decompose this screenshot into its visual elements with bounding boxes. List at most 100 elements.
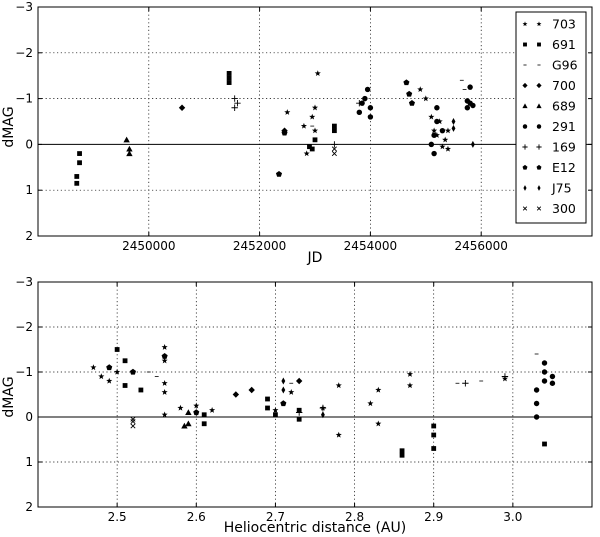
data-point-300 bbox=[130, 416, 136, 422]
data-point-291 bbox=[467, 84, 473, 90]
data-point-691 bbox=[431, 423, 437, 429]
gridlines bbox=[38, 281, 592, 508]
data-point-703 bbox=[161, 344, 168, 350]
plot-frame bbox=[37, 281, 593, 508]
data-point-E12 bbox=[106, 364, 113, 371]
legend-marker-169 bbox=[536, 144, 542, 150]
data-point-169 bbox=[231, 104, 238, 111]
series-689 bbox=[181, 409, 192, 429]
series-J75 bbox=[451, 117, 475, 148]
data-point-291 bbox=[434, 105, 440, 111]
data-point-169 bbox=[295, 409, 303, 416]
series-703 bbox=[90, 344, 508, 438]
data-point-703 bbox=[106, 377, 113, 384]
x-tick-label: 2.6 bbox=[187, 510, 206, 524]
data-point-J75 bbox=[470, 140, 475, 148]
data-point-691 bbox=[201, 421, 207, 427]
data-point-703 bbox=[439, 143, 446, 150]
legend-marker-J75 bbox=[523, 185, 527, 191]
data-point-703 bbox=[311, 127, 319, 134]
data-point-291 bbox=[549, 373, 556, 380]
bottom-panel-heliocentric-distance: Heliocentric distance (AU) dMAG 2.5 2.6 2.… bbox=[1, 275, 593, 536]
data-point-291 bbox=[541, 360, 548, 366]
data-point-689 bbox=[185, 409, 192, 416]
data-point-691 bbox=[331, 123, 337, 129]
data-point-703 bbox=[161, 380, 168, 386]
legend-marker-291 bbox=[536, 124, 542, 129]
data-point-703 bbox=[300, 122, 307, 129]
legend-marker-700 bbox=[522, 82, 528, 89]
legend-label-703: 703 bbox=[552, 17, 576, 32]
data-point-703 bbox=[417, 86, 424, 93]
data-point-700 bbox=[248, 386, 255, 394]
ticks: 2.5 2.6 2.7 2.8 2.9 3.0 −3 −2 −1 0 1 2 bbox=[15, 275, 592, 524]
x-tick-label: 2.9 bbox=[424, 510, 443, 524]
y-tick-label: −3 bbox=[15, 275, 33, 289]
legend-marker-291 bbox=[522, 124, 528, 129]
x-tick-label: 2452000 bbox=[233, 239, 286, 253]
series-J75 bbox=[281, 377, 325, 419]
legend-marker-689 bbox=[522, 103, 528, 109]
data-point-169 bbox=[356, 99, 363, 107]
data-point-J75 bbox=[281, 386, 286, 394]
y-tick-label: 0 bbox=[25, 410, 33, 424]
data-point-291 bbox=[470, 102, 476, 109]
top-y-axis-label: dMAG bbox=[1, 106, 17, 147]
data-point-703 bbox=[431, 127, 438, 134]
series-691 bbox=[114, 347, 547, 458]
x-tick-label: 2456000 bbox=[454, 239, 507, 253]
series-689 bbox=[123, 136, 133, 157]
y-tick-label: 2 bbox=[25, 229, 33, 243]
data-point-E12 bbox=[408, 99, 415, 106]
data-point-691 bbox=[114, 347, 120, 352]
data-point-291 bbox=[533, 387, 540, 393]
data-points bbox=[74, 70, 476, 186]
plot-frame bbox=[37, 6, 593, 237]
x-tick-label: 2.5 bbox=[108, 510, 127, 524]
data-point-703 bbox=[406, 371, 414, 377]
data-point-689 bbox=[123, 136, 130, 143]
data-point-291 bbox=[356, 109, 363, 116]
data-point-703 bbox=[161, 411, 168, 418]
legend-label-700: 700 bbox=[552, 78, 576, 93]
data-point-291 bbox=[367, 114, 374, 120]
data-point-169 bbox=[319, 404, 327, 412]
data-point-703 bbox=[161, 357, 168, 364]
gridlines bbox=[38, 6, 592, 237]
data-point-703 bbox=[444, 145, 451, 152]
legend-label-691: 691 bbox=[552, 37, 576, 52]
series-300 bbox=[331, 146, 337, 157]
legend-label-300: 300 bbox=[552, 201, 576, 216]
data-point-691 bbox=[77, 151, 82, 156]
data-point-703 bbox=[303, 150, 310, 157]
data-point-J75 bbox=[451, 124, 456, 132]
data-point-691 bbox=[542, 441, 547, 447]
data-point-691 bbox=[122, 383, 128, 388]
data-point-E12 bbox=[281, 129, 288, 136]
data-point-169 bbox=[234, 99, 241, 107]
data-point-703 bbox=[90, 364, 97, 371]
data-point-169 bbox=[462, 380, 469, 387]
data-point-691 bbox=[122, 358, 128, 364]
legend-marker-J75 bbox=[537, 185, 541, 191]
data-point-691 bbox=[138, 387, 144, 393]
data-point-700 bbox=[232, 391, 240, 398]
legend-marker-691 bbox=[537, 42, 541, 47]
y-tick-label: 1 bbox=[25, 455, 33, 469]
data-point-691 bbox=[399, 448, 405, 454]
data-point-703 bbox=[161, 389, 168, 395]
data-point-691 bbox=[312, 137, 318, 143]
data-point-700 bbox=[178, 104, 186, 111]
data-point-691 bbox=[296, 416, 302, 422]
series-E12 bbox=[106, 353, 287, 416]
data-point-E12 bbox=[275, 170, 283, 177]
legend-marker-300 bbox=[522, 206, 528, 211]
series-G96 bbox=[310, 79, 467, 127]
series-169 bbox=[231, 95, 363, 148]
data-point-E12 bbox=[406, 90, 413, 97]
data-point-703 bbox=[209, 407, 216, 413]
data-point-291 bbox=[431, 132, 437, 138]
data-point-691 bbox=[77, 160, 82, 166]
data-point-300 bbox=[130, 423, 136, 429]
